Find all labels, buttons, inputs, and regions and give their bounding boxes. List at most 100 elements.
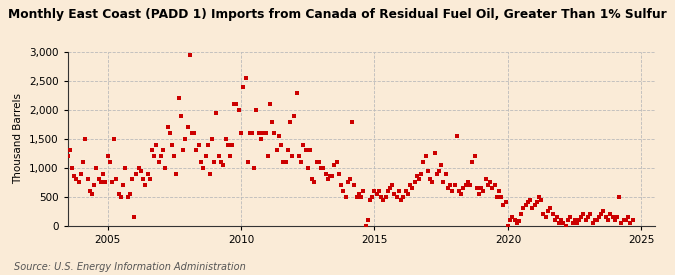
Point	[605, 212, 616, 216]
Point	[93, 177, 104, 182]
Point	[373, 189, 384, 193]
Point	[454, 189, 464, 193]
Point	[113, 191, 124, 196]
Point	[131, 171, 142, 176]
Point	[107, 180, 117, 184]
Point	[213, 154, 224, 158]
Point	[387, 183, 398, 187]
Point	[275, 142, 286, 147]
Point	[423, 168, 433, 173]
Point	[394, 189, 404, 193]
Point	[622, 214, 633, 219]
Point	[62, 154, 73, 158]
Point	[493, 189, 504, 193]
Point	[240, 76, 251, 80]
Point	[251, 108, 262, 112]
Point	[583, 214, 593, 219]
Point	[538, 212, 549, 216]
Point	[311, 160, 322, 164]
Point	[589, 218, 600, 222]
Point	[198, 166, 209, 170]
Point	[244, 131, 255, 135]
Point	[273, 134, 284, 138]
Point	[436, 163, 447, 167]
Point	[438, 180, 449, 184]
Point	[404, 183, 415, 187]
Point	[443, 186, 454, 190]
Point	[78, 160, 88, 164]
Point	[69, 174, 80, 179]
Point	[610, 218, 620, 222]
Point	[122, 194, 133, 199]
Point	[572, 221, 583, 225]
Point	[187, 131, 198, 135]
Point	[367, 194, 378, 199]
Point	[162, 125, 173, 130]
Point	[418, 160, 429, 164]
Point	[491, 194, 502, 199]
Point	[409, 180, 420, 184]
Point	[80, 137, 90, 141]
Point	[182, 125, 193, 130]
Point	[136, 168, 146, 173]
Point	[478, 189, 489, 193]
Point	[545, 206, 556, 210]
Point	[389, 191, 400, 196]
Point	[296, 160, 306, 164]
Point	[512, 221, 522, 225]
Point	[414, 177, 425, 182]
Point	[267, 119, 277, 124]
Point	[231, 102, 242, 106]
Point	[392, 194, 402, 199]
Point	[164, 131, 175, 135]
Point	[481, 177, 491, 182]
Point	[284, 119, 295, 124]
Point	[560, 223, 571, 228]
Point	[449, 183, 460, 187]
Point	[596, 212, 607, 216]
Point	[111, 177, 122, 182]
Point	[464, 183, 475, 187]
Point	[476, 186, 487, 190]
Point	[507, 214, 518, 219]
Point	[282, 148, 293, 153]
Point	[460, 183, 471, 187]
Point	[263, 154, 273, 158]
Point	[151, 142, 162, 147]
Point	[554, 221, 564, 225]
Point	[411, 174, 422, 179]
Point	[608, 214, 618, 219]
Point	[471, 186, 482, 190]
Point	[578, 212, 589, 216]
Point	[452, 134, 462, 138]
Point	[569, 218, 580, 222]
Point	[378, 197, 389, 202]
Point	[196, 160, 207, 164]
Point	[287, 154, 298, 158]
Point	[134, 166, 144, 170]
Point	[149, 154, 160, 158]
Point	[95, 180, 106, 184]
Point	[254, 131, 265, 135]
Point	[218, 163, 229, 167]
Point	[207, 137, 217, 141]
Point	[358, 189, 369, 193]
Point	[398, 194, 408, 199]
Point	[127, 177, 138, 182]
Point	[335, 183, 346, 187]
Point	[541, 214, 551, 219]
Point	[155, 154, 166, 158]
Point	[86, 191, 97, 196]
Point	[109, 137, 119, 141]
Point	[520, 203, 531, 207]
Point	[469, 154, 480, 158]
Point	[534, 194, 545, 199]
Point	[200, 154, 211, 158]
Point	[318, 166, 329, 170]
Point	[76, 171, 86, 176]
Point	[178, 148, 188, 153]
Point	[474, 191, 485, 196]
Point	[562, 218, 573, 222]
Point	[247, 131, 258, 135]
Point	[304, 148, 315, 153]
